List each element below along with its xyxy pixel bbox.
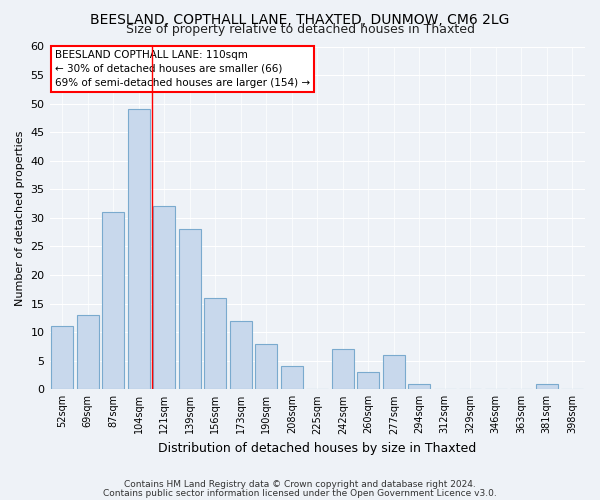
Bar — [256, 344, 277, 390]
Text: BEESLAND, COPTHALL LANE, THAXTED, DUNMOW, CM6 2LG: BEESLAND, COPTHALL LANE, THAXTED, DUNMOW… — [91, 12, 509, 26]
Bar — [52, 326, 73, 390]
Bar — [358, 372, 379, 390]
Bar — [103, 212, 124, 390]
Bar — [383, 355, 404, 390]
Y-axis label: Number of detached properties: Number of detached properties — [15, 130, 25, 306]
Bar — [205, 298, 226, 390]
Bar — [77, 315, 98, 390]
Text: Contains public sector information licensed under the Open Government Licence v3: Contains public sector information licen… — [103, 488, 497, 498]
Bar — [409, 384, 430, 390]
Bar — [154, 206, 175, 390]
Text: Size of property relative to detached houses in Thaxted: Size of property relative to detached ho… — [125, 22, 475, 36]
Bar — [332, 350, 353, 390]
Bar — [281, 366, 302, 390]
Bar — [179, 230, 200, 390]
X-axis label: Distribution of detached houses by size in Thaxted: Distribution of detached houses by size … — [158, 442, 476, 455]
Bar — [230, 320, 251, 390]
Text: Contains HM Land Registry data © Crown copyright and database right 2024.: Contains HM Land Registry data © Crown c… — [124, 480, 476, 489]
Text: BEESLAND COPTHALL LANE: 110sqm
← 30% of detached houses are smaller (66)
69% of : BEESLAND COPTHALL LANE: 110sqm ← 30% of … — [55, 50, 310, 88]
Bar — [536, 384, 557, 390]
Bar — [128, 110, 149, 390]
